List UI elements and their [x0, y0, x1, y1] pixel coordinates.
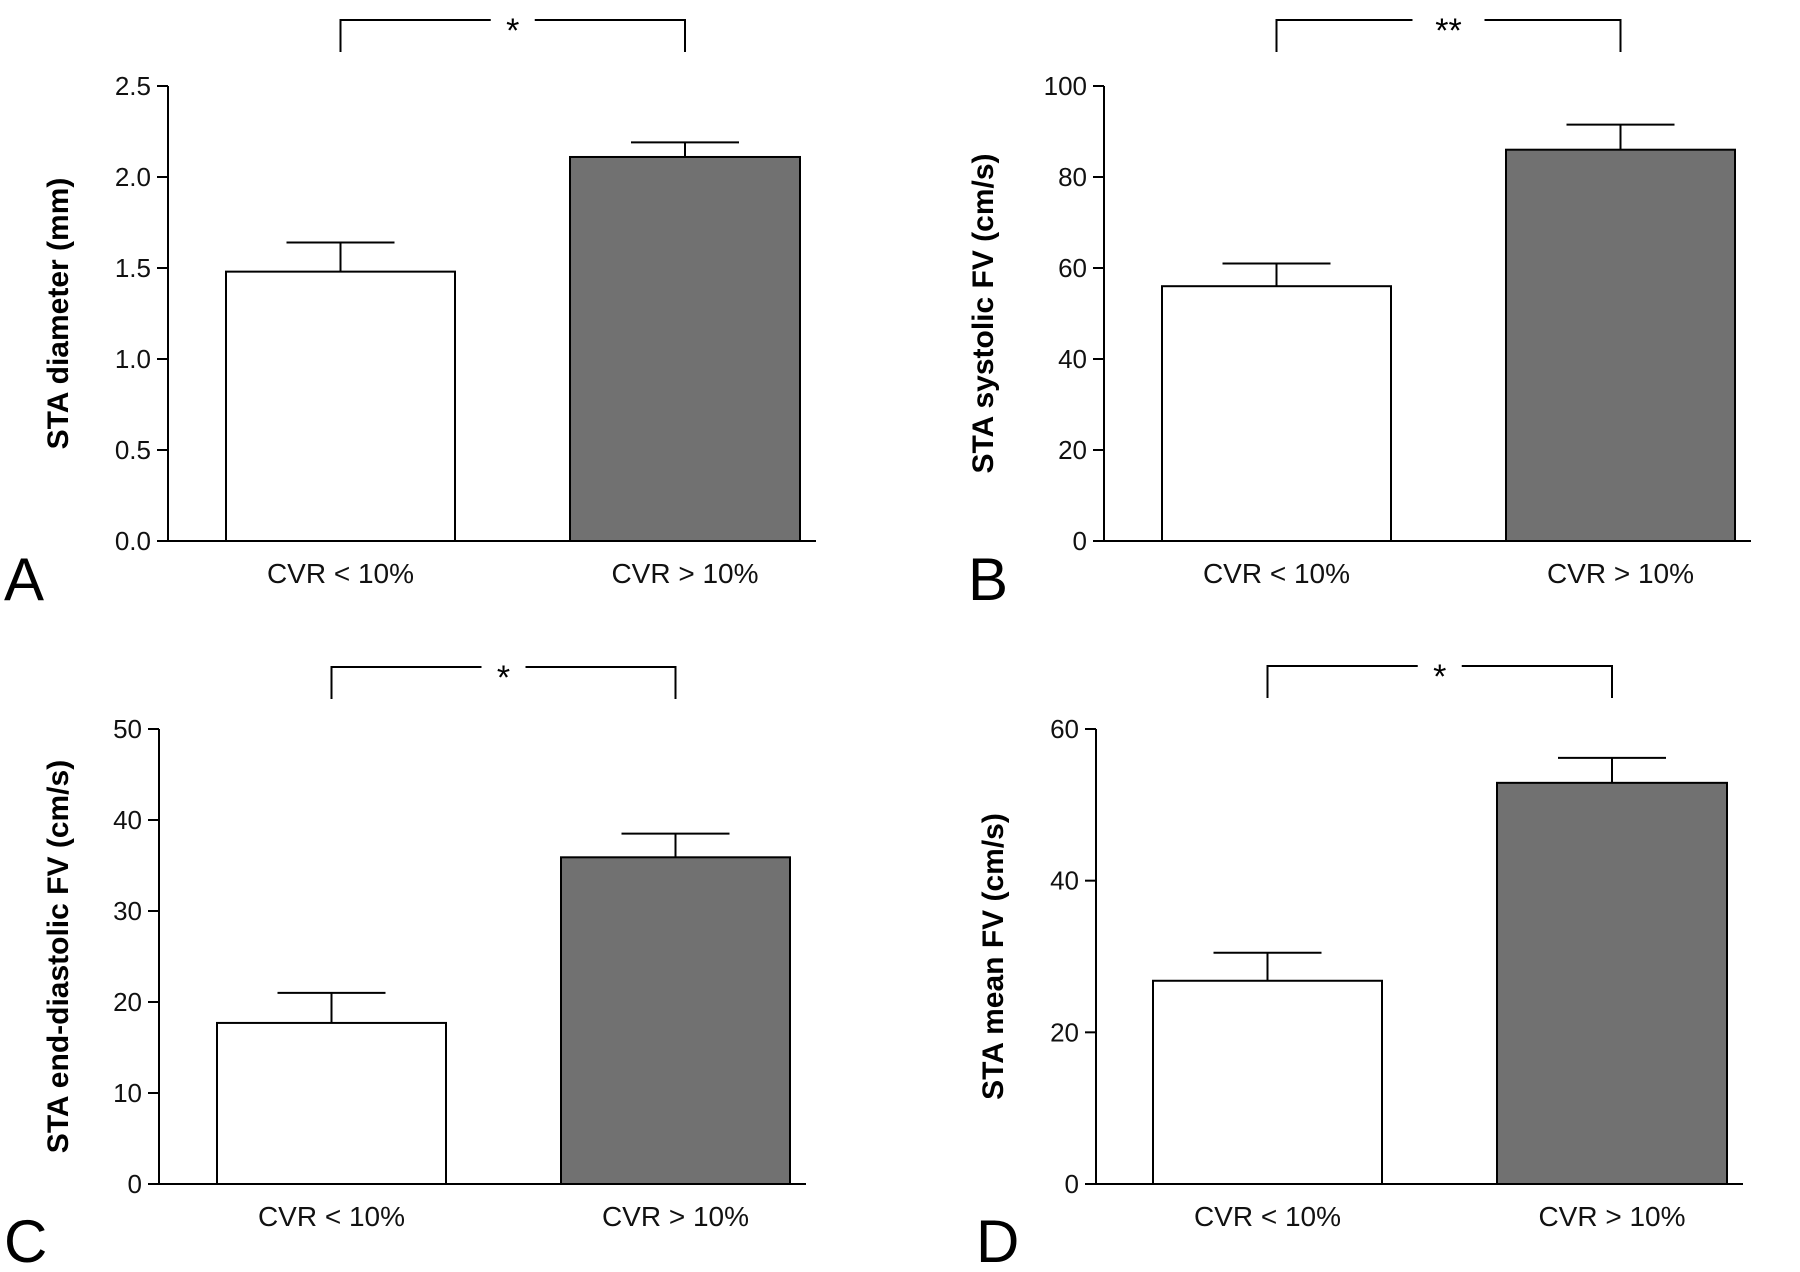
chart-panel-d: 0 20 40 60 CVR < 10% CVR > 10% * STA mean FV (c… [976, 658, 1743, 1272]
significance-label: * [1433, 658, 1446, 696]
bar [1496, 781, 1728, 1185]
significance-label: * [497, 659, 510, 697]
y-tick-label: 20 [1050, 1017, 1079, 1047]
y-axis-label: STA diameter (mm) [42, 178, 75, 450]
panel-letter: B [968, 546, 1008, 613]
y-tick-label: 40 [1050, 866, 1079, 896]
category-label: CVR > 10% [1538, 1201, 1685, 1232]
significance-bracket [339, 19, 686, 52]
y-tick-label: 0.0 [115, 526, 151, 556]
chart-panel-b: 0 20 40 60 80 100 CVR < 10% CVR > 10% ** STA syst… [967, 12, 1751, 613]
bar [1505, 148, 1736, 542]
y-tick-label: 20 [113, 987, 142, 1017]
chart-panel-a: 0.0 0.5 1.0 1.5 2.0 2.5 CVR < 10% CVR > 10% * STA… [4, 12, 816, 613]
panel-letter: C [4, 1208, 47, 1272]
bar [569, 155, 801, 542]
category-label: CVR > 10% [602, 1201, 749, 1232]
panel-letter: A [4, 546, 44, 613]
y-tick-label: 60 [1050, 714, 1079, 744]
y-tick-label: 1.0 [115, 344, 151, 374]
bar [1161, 285, 1392, 543]
bar [560, 856, 791, 1185]
bar [216, 1021, 447, 1185]
significance-label: * [506, 12, 519, 50]
y-tick-label: 0 [128, 1169, 142, 1199]
panel-letter: D [976, 1208, 1019, 1272]
y-tick-label: 60 [1058, 253, 1087, 283]
y-tick-label: 20 [1058, 435, 1087, 465]
category-label: CVR < 10% [258, 1201, 405, 1232]
category-label: CVR > 10% [611, 558, 758, 589]
y-tick-label: 10 [113, 1078, 142, 1108]
y-tick-label: 0.5 [115, 435, 151, 465]
y-tick-label: 40 [1058, 344, 1087, 374]
y-tick-label: 1.5 [115, 253, 151, 283]
significance-bracket [1266, 665, 1613, 698]
y-tick-label: 30 [113, 896, 142, 926]
chart-panel-c: 0 10 20 30 40 50 CVR < 10% CVR > 10% * STA end-di… [4, 659, 806, 1272]
y-tick-label: 40 [113, 805, 142, 835]
category-label: CVR < 10% [267, 558, 414, 589]
y-tick-label: 0 [1065, 1169, 1079, 1199]
y-tick-label: 2.0 [115, 162, 151, 192]
category-label: CVR < 10% [1194, 1201, 1341, 1232]
y-axis-label: STA mean FV (cm/s) [977, 813, 1010, 1100]
y-tick-label: 2.5 [115, 71, 151, 101]
significance-bracket [330, 666, 677, 699]
bar [1152, 979, 1383, 1185]
significance-bracket [1275, 19, 1622, 52]
category-label: CVR > 10% [1547, 558, 1694, 589]
category-label: CVR < 10% [1203, 558, 1350, 589]
bar [225, 270, 456, 542]
y-axis-label: STA end-diastolic FV (cm/s) [42, 760, 75, 1153]
y-tick-label: 50 [113, 714, 142, 744]
y-axis-label: STA systolic FV (cm/s) [967, 153, 1000, 473]
y-tick-label: 0 [1073, 526, 1087, 556]
y-tick-label: 80 [1058, 162, 1087, 192]
significance-label: ** [1435, 12, 1461, 50]
y-tick-label: 100 [1044, 71, 1087, 101]
